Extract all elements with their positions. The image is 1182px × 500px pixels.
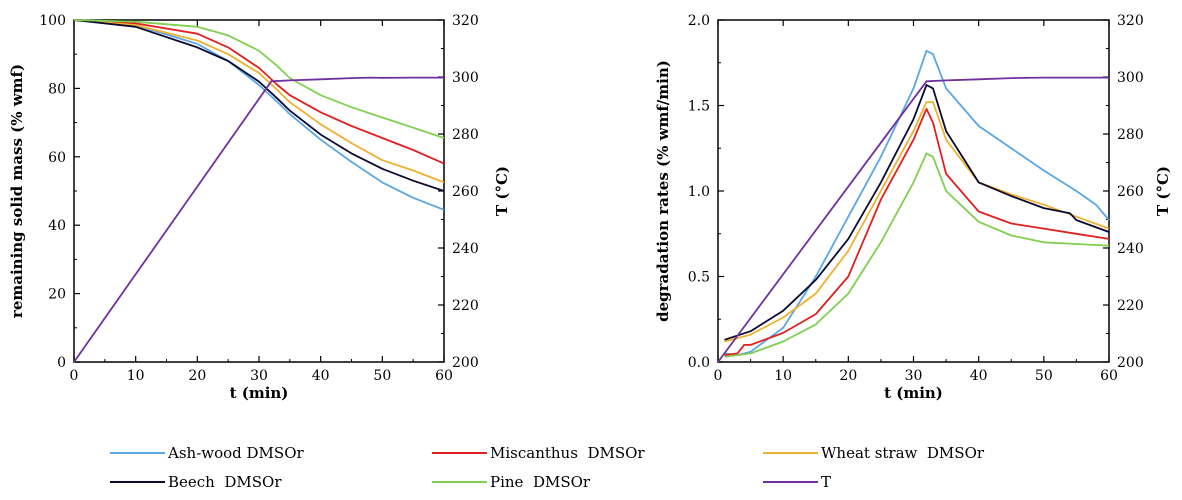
x-tick-label: 10 [774,368,792,384]
y2-tick-label: 280 [452,127,479,143]
y-tick-label: 100 [39,13,66,29]
x-tick-label: 50 [1035,368,1053,384]
series-line-pine-dmsor [724,152,1110,358]
legend-label-miscanthus-dmsor: Miscanthus DMSOr [490,444,645,462]
x-tick-label: 20 [188,368,206,384]
legend-label-t: T [821,473,831,491]
y2-tick-label: 220 [452,298,479,314]
x-axis-label: t (min) [884,384,943,402]
chart-degradation-rates: 0 10 20 30 40 50 60 0.0 0.5 1.0 1.5 2.0 200 220 240 260… [654,13,1172,402]
series-line-miscanthus-dmsor [724,108,1110,357]
series-line-ash-wood-dmsor [724,49,1110,357]
y-tick-label: 0.5 [688,270,710,286]
plot-frame [717,19,1110,363]
series-line-t [73,76,444,363]
x-tick-label: 50 [373,368,391,384]
y2-tick-label: 200 [1117,355,1144,371]
series-line-beech-dmsor [73,19,445,192]
y2-tick-label: 260 [452,184,479,200]
y2-tick-label: 320 [452,13,479,29]
x-tick-label: 60 [1100,368,1118,384]
x-tick-label: 30 [250,368,268,384]
y-axis-label: remaining solid mass (% wmf) [8,64,26,318]
y-axis-label: degradation rates (% wmf/min) [654,60,672,322]
chart-remaining-mass: 0 10 20 30 40 50 60 0 20 40 60 80 100 200 220 240 260 280… [8,13,511,402]
y2-tick-label: 240 [1117,241,1144,257]
x-tick-label: 30 [905,368,923,384]
x-axis-label: t (min) [230,384,289,402]
y-tick-label: 0 [57,355,66,371]
x-tick-label: 0 [714,368,723,384]
series-line-t [717,76,1109,363]
y-tick-label: 60 [48,150,66,166]
legend-label-beech-dmsor: Beech DMSOr [168,473,282,491]
x-tick-label: 0 [70,368,79,384]
y2-tick-label: 280 [1117,127,1144,143]
series-line-wheat-straw-dmsor [724,101,1110,343]
legend-label-wheat-straw-dmsor: Wheat straw DMSOr [821,444,985,462]
y2-tick-label: 240 [452,241,479,257]
series-line-wheat-straw-dmsor [73,19,445,184]
series-line-pine-dmsor [73,19,445,139]
x-tick-label: 40 [970,368,988,384]
y-tick-label: 80 [48,81,66,97]
legend-label-ash-wood-dmsor: Ash-wood DMSOr [167,444,304,462]
y2-tick-label: 260 [1117,184,1144,200]
y-tick-label: 0.0 [688,355,710,371]
x-tick-label: 10 [127,368,145,384]
plot-frame [73,19,445,363]
y2-tick-label: 200 [452,355,479,371]
y2-tick-label: 300 [1117,70,1144,86]
y2-axis-label: T (°C) [493,166,511,216]
series-line-beech-dmsor [724,84,1110,341]
legend-label-pine-dmsor: Pine DMSOr [490,473,591,491]
y2-tick-label: 320 [1117,13,1144,29]
y2-tick-label: 220 [1117,298,1144,314]
series-line-ash-wood-dmsor [73,19,445,211]
y-tick-label: 2.0 [688,13,710,29]
x-tick-label: 20 [839,368,857,384]
y2-axis-label: T (°C) [1154,166,1172,216]
legend: Ash-wood DMSOr Miscanthus DMSOr Wheat stra… [110,444,985,491]
y2-tick-label: 300 [452,70,479,86]
x-tick-label: 60 [435,368,453,384]
y-tick-label: 1.5 [688,99,710,115]
y-tick-label: 40 [48,218,66,234]
x-tick-label: 40 [312,368,330,384]
y-tick-label: 20 [48,287,66,303]
series-line-miscanthus-dmsor [73,19,445,165]
y-tick-label: 1.0 [688,184,710,200]
